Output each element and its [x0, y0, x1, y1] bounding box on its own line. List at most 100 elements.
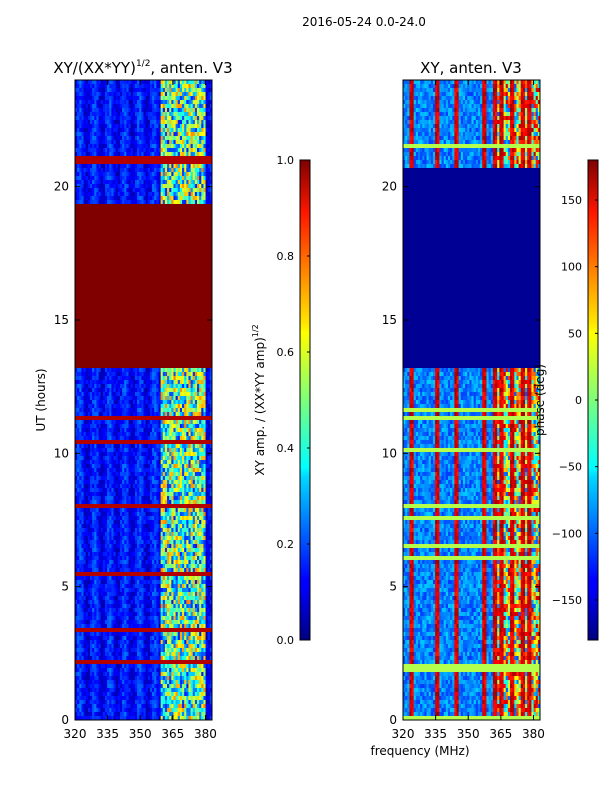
heatmap-cell — [156, 148, 159, 153]
heatmap-cell — [207, 308, 211, 313]
heatmap-cell — [85, 344, 89, 349]
heatmap-cell — [104, 108, 108, 113]
heatmap-cell — [171, 144, 174, 149]
heatmap-cell — [169, 280, 172, 285]
heatmap-cell — [96, 172, 99, 177]
heatmap-cell — [197, 136, 200, 141]
heatmap-cell — [197, 332, 200, 337]
heatmap-cell — [190, 176, 194, 181]
heatmap-cell — [109, 164, 112, 169]
heatmap-cell — [130, 120, 134, 125]
heatmap-cell — [169, 376, 172, 381]
heatmap-cell — [179, 176, 183, 181]
heatmap-cell — [141, 280, 144, 285]
heatmap-cell — [167, 144, 170, 149]
heatmap-cell — [207, 216, 211, 221]
heatmap-cell — [205, 380, 209, 385]
heatmap-cell — [104, 304, 108, 309]
heatmap-cell — [126, 152, 129, 157]
heatmap-cell — [175, 212, 179, 217]
heatmap-cell — [182, 380, 185, 385]
heatmap-cell — [194, 124, 198, 129]
heatmap-cell — [94, 224, 97, 229]
heatmap-cell — [104, 216, 108, 221]
heatmap-cell — [128, 372, 132, 377]
heatmap-cell — [158, 332, 162, 337]
heatmap-cell — [79, 116, 82, 121]
heatmap-cell — [147, 296, 151, 301]
heatmap-cell — [156, 292, 159, 297]
heatmap-cell — [75, 324, 78, 329]
heatmap-cell — [98, 140, 102, 145]
heatmap-cell — [192, 360, 196, 365]
heatmap-cell — [192, 136, 196, 141]
heatmap-cell — [175, 272, 179, 277]
heatmap-cell — [130, 344, 134, 349]
heatmap-cell — [109, 272, 112, 277]
heatmap-cell — [94, 208, 97, 213]
heatmap-cell — [128, 144, 132, 149]
heatmap-cell — [81, 340, 84, 345]
heatmap-cell — [141, 348, 144, 353]
heatmap-cell — [143, 352, 147, 357]
heatmap-cell — [141, 268, 144, 273]
heatmap-cell — [79, 212, 82, 217]
heatmap-cell — [149, 356, 153, 361]
heatmap-cell — [132, 160, 136, 165]
heatmap-cell — [182, 200, 185, 205]
heatmap-cell — [96, 308, 99, 313]
heatmap-cell — [190, 184, 194, 189]
heatmap-cell — [143, 348, 147, 353]
heatmap-cell — [197, 276, 200, 281]
heatmap-cell — [107, 176, 110, 181]
heatmap-cell — [89, 256, 93, 261]
heatmap-cell — [194, 360, 198, 365]
heatmap-cell — [141, 288, 144, 293]
heatmap-cell — [122, 240, 125, 245]
heatmap-cell — [132, 200, 136, 205]
heatmap-cell — [207, 328, 211, 333]
heatmap-cell — [92, 384, 95, 389]
heatmap-cell — [201, 104, 204, 109]
heatmap-cell — [119, 224, 123, 229]
heatmap-cell — [167, 368, 170, 373]
heatmap-cell — [197, 188, 200, 193]
heatmap-cell — [197, 272, 200, 277]
heatmap-cell — [107, 140, 110, 145]
heatmap-cell — [171, 328, 174, 333]
heatmap-cell — [145, 304, 149, 309]
heatmap-cell — [130, 308, 134, 313]
heatmap-cell — [207, 276, 211, 281]
heatmap-cell — [190, 192, 194, 197]
heatmap-cell — [145, 192, 149, 197]
heatmap-cell — [147, 352, 151, 357]
heatmap-cell — [164, 264, 168, 269]
heatmap-cell — [141, 360, 144, 365]
heatmap-cell — [147, 308, 151, 313]
heatmap-cell — [164, 368, 168, 373]
heatmap-cell — [192, 128, 196, 133]
heatmap-cell — [132, 124, 136, 129]
heatmap-cell — [132, 320, 136, 325]
heatmap-cell — [85, 372, 89, 377]
heatmap-cell — [100, 280, 104, 285]
heatmap-cell — [79, 204, 82, 209]
heatmap-cell — [96, 252, 99, 257]
heatmap-cell — [199, 88, 202, 93]
heatmap-cell — [92, 324, 95, 329]
heatmap-cell — [171, 388, 174, 393]
heatmap-cell — [113, 208, 117, 213]
heatmap-cell — [149, 344, 153, 349]
heatmap-cell — [126, 356, 129, 361]
heatmap-cell — [184, 184, 187, 189]
heatmap-cell — [201, 296, 204, 301]
heatmap-cell — [177, 380, 181, 385]
heatmap-cell — [147, 212, 151, 217]
heatmap-cell — [102, 188, 106, 193]
heatmap-cell — [137, 92, 140, 97]
heatmap-cell — [122, 172, 125, 177]
heatmap-cell — [175, 132, 179, 137]
heatmap-cell — [199, 176, 202, 181]
heatmap-cell — [199, 340, 202, 345]
heatmap-cell — [79, 196, 82, 201]
